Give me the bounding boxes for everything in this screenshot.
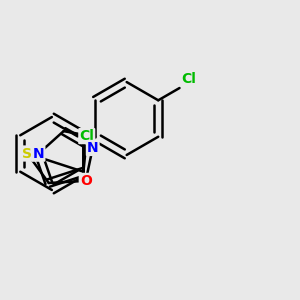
Text: N: N	[33, 147, 44, 161]
Text: Cl: Cl	[181, 72, 196, 86]
Text: S: S	[22, 146, 32, 161]
Text: Cl: Cl	[79, 129, 94, 143]
Text: N: N	[87, 141, 98, 155]
Text: O: O	[80, 174, 92, 188]
